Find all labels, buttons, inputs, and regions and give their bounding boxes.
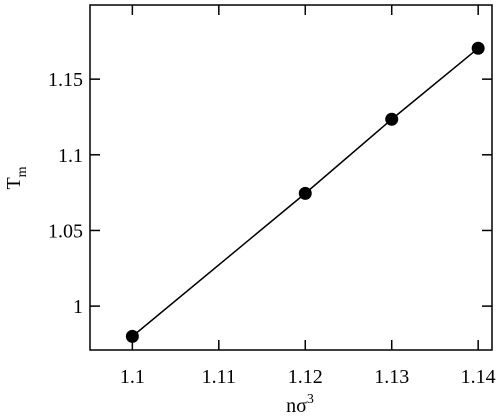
x-label-text: nσ	[286, 395, 307, 417]
data-point	[125, 329, 139, 343]
y-label-sub: m	[15, 166, 30, 177]
data-point	[385, 112, 399, 126]
x-label-sup: 3	[307, 392, 314, 407]
series-line	[131, 47, 479, 337]
x-tick-label: 1.12	[288, 366, 323, 388]
x-axis-label: nσ3	[286, 392, 314, 417]
y-tick-label: 1	[73, 296, 83, 318]
plot-frame	[89, 4, 493, 351]
data-point	[298, 186, 312, 200]
y-axis-label: Tm	[3, 166, 30, 189]
x-tick-label: 1.11	[202, 366, 236, 388]
y-tick-label: 1.05	[48, 220, 83, 242]
data-point	[471, 41, 485, 55]
y-label-text: T	[3, 177, 25, 189]
y-tick-label: 1.1	[58, 145, 83, 167]
x-tick-label: 1.1	[120, 366, 145, 388]
y-tick-label: 1.15	[48, 69, 83, 91]
x-tick-label: 1.14	[461, 366, 496, 388]
x-tick-label: 1.13	[374, 366, 409, 388]
